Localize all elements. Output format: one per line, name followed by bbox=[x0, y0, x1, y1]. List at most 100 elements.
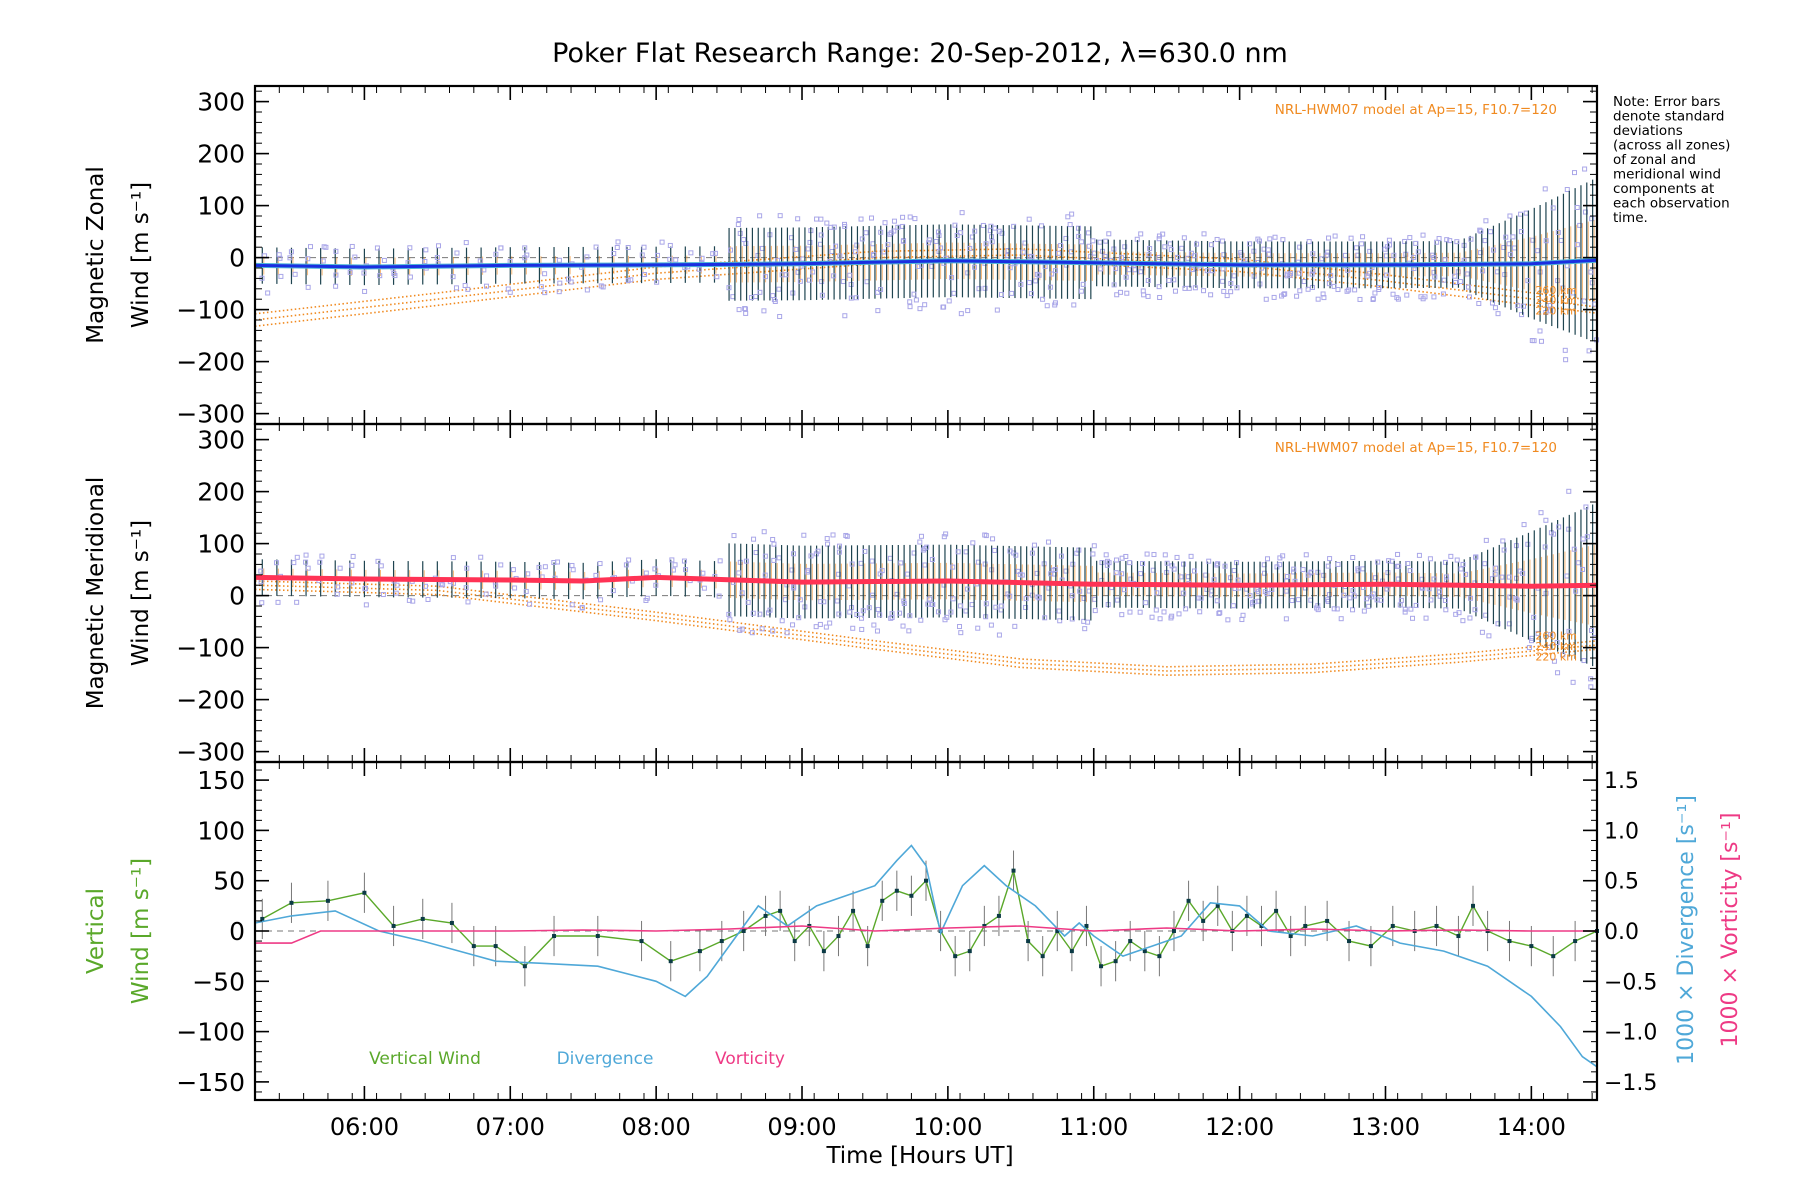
sample-point bbox=[900, 623, 906, 629]
sample-point bbox=[525, 571, 531, 577]
sample-point bbox=[652, 566, 658, 572]
sample-point bbox=[1566, 628, 1572, 634]
y-tick-label: 200 bbox=[197, 478, 245, 507]
sample-point bbox=[1144, 551, 1150, 557]
sample-point bbox=[303, 559, 309, 565]
sample-point bbox=[871, 622, 877, 628]
vertical-wind-point bbox=[471, 944, 476, 949]
sample-point bbox=[1431, 255, 1437, 261]
sample-point bbox=[875, 308, 881, 314]
vertical-wind-point bbox=[967, 949, 972, 954]
sample-point bbox=[739, 590, 745, 596]
y-tick-label: 50 bbox=[213, 867, 245, 896]
y-tick-label: −300 bbox=[176, 400, 245, 429]
sample-point bbox=[1495, 311, 1501, 317]
sample-point bbox=[813, 624, 819, 630]
sample-point bbox=[907, 299, 913, 305]
x-tick-label: 12:00 bbox=[1205, 1113, 1274, 1141]
vertical-wind-point bbox=[325, 898, 330, 903]
sample-point bbox=[790, 551, 796, 557]
sample-point bbox=[1402, 238, 1408, 244]
sample-point bbox=[1369, 594, 1375, 600]
sample-point bbox=[1486, 633, 1492, 639]
sample-point bbox=[1519, 312, 1525, 318]
sample-point bbox=[831, 273, 837, 279]
model-height-label: 220 km bbox=[1535, 650, 1577, 663]
sample-point bbox=[869, 558, 875, 564]
sample-point bbox=[1442, 257, 1448, 263]
sample-point bbox=[801, 532, 807, 538]
sample-point bbox=[1231, 568, 1237, 574]
sample-point bbox=[1398, 597, 1404, 603]
sample-point bbox=[1048, 571, 1054, 577]
sample-point bbox=[1194, 241, 1200, 247]
y-tick-label: −200 bbox=[176, 686, 245, 715]
sample-point bbox=[810, 269, 816, 275]
sample-point bbox=[1547, 302, 1553, 308]
sample-point bbox=[1138, 231, 1144, 237]
sample-point bbox=[639, 252, 645, 258]
sample-point bbox=[926, 240, 932, 246]
y-tick-label: 0 bbox=[229, 917, 245, 946]
sample-point bbox=[1386, 242, 1392, 248]
sample-point bbox=[1452, 273, 1458, 279]
sample-point bbox=[735, 222, 741, 228]
vertical-wind-point bbox=[1551, 954, 1556, 959]
sample-point bbox=[1376, 284, 1382, 290]
sample-point bbox=[1477, 227, 1483, 233]
sample-point bbox=[1201, 288, 1207, 294]
sample-point bbox=[407, 274, 413, 280]
sample-point bbox=[739, 626, 745, 632]
y2-tick-label: 1.0 bbox=[1604, 819, 1639, 844]
sample-point bbox=[483, 591, 489, 597]
sample-point bbox=[983, 533, 989, 539]
sample-point bbox=[1303, 552, 1309, 558]
sample-point bbox=[584, 287, 590, 293]
sample-point bbox=[1028, 291, 1034, 297]
sample-point bbox=[522, 245, 528, 251]
sample-point bbox=[1289, 598, 1295, 604]
sample-point bbox=[1397, 602, 1403, 608]
sample-point bbox=[393, 590, 399, 596]
sample-point bbox=[891, 218, 897, 224]
sample-point bbox=[1515, 303, 1521, 309]
sample-point bbox=[942, 617, 948, 623]
y-tick-label: −150 bbox=[176, 1068, 245, 1097]
sample-point bbox=[1114, 597, 1120, 603]
sample-point bbox=[1111, 282, 1117, 288]
sample-point bbox=[1456, 610, 1462, 616]
sample-point bbox=[1281, 291, 1287, 297]
sample-point bbox=[394, 582, 400, 588]
sample-point bbox=[1235, 577, 1241, 583]
sample-point bbox=[1156, 236, 1162, 242]
sample-point bbox=[1530, 237, 1536, 243]
sample-point bbox=[392, 273, 398, 279]
sample-point bbox=[669, 557, 675, 563]
sample-point bbox=[1052, 567, 1058, 573]
sample-point bbox=[259, 600, 265, 606]
sample-point bbox=[847, 609, 853, 615]
y-tick-label: −200 bbox=[176, 348, 245, 377]
note-line: of zonal and bbox=[1613, 152, 1696, 168]
sample-point bbox=[335, 584, 341, 590]
sample-point bbox=[1460, 618, 1466, 624]
sample-point bbox=[557, 280, 563, 286]
vertical-wind-point bbox=[1390, 923, 1395, 928]
sample-point bbox=[352, 254, 358, 260]
sample-point bbox=[349, 243, 355, 249]
sample-point bbox=[881, 249, 887, 255]
sample-point bbox=[1102, 253, 1108, 259]
vertical-wind-point bbox=[1026, 939, 1031, 944]
sample-point bbox=[860, 608, 866, 614]
x-tick-label: 10:00 bbox=[913, 1113, 982, 1141]
sample-point bbox=[287, 255, 293, 261]
sample-point bbox=[1542, 186, 1548, 192]
sample-point bbox=[1428, 597, 1434, 603]
y-axis-label: Wind [m s⁻¹] bbox=[128, 520, 154, 666]
sample-point bbox=[915, 263, 921, 269]
y-tick-label: 0 bbox=[229, 244, 245, 273]
sample-point bbox=[1283, 616, 1289, 622]
sample-point bbox=[1296, 597, 1302, 603]
vertical-wind-point bbox=[1434, 923, 1439, 928]
sample-point bbox=[948, 609, 954, 615]
